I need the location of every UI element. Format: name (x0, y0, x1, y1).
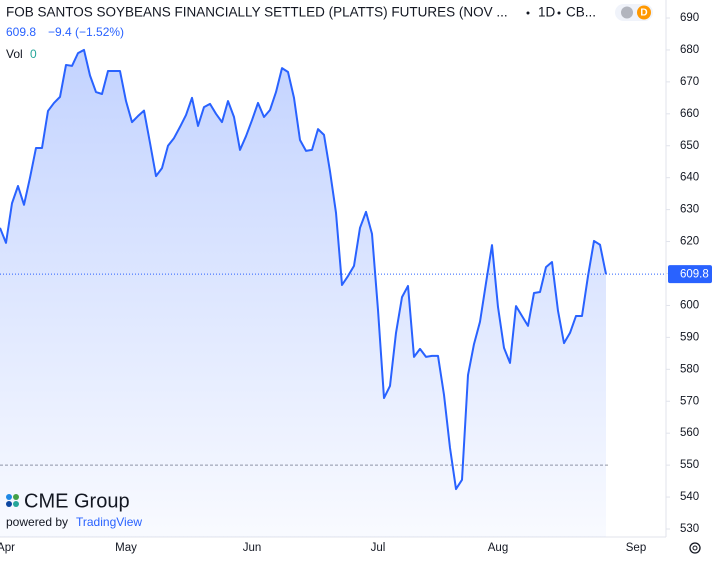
y-tick-label: 550 (680, 459, 699, 471)
settings-icon[interactable] (689, 542, 701, 554)
logo (6, 494, 19, 507)
y-tick-label: 570 (680, 395, 699, 407)
price-change: −9.4 (−1.52%) (48, 25, 124, 39)
separator (526, 11, 530, 15)
x-tick-label: Apr (0, 542, 15, 554)
last-price-label: 609.8 (680, 269, 709, 281)
plot: 5305405505605705805906006106206306406506… (0, 12, 712, 554)
y-tick-label: 580 (680, 363, 699, 375)
y-tick-label: 680 (680, 44, 699, 56)
x-tick-label: Aug (488, 542, 508, 554)
powered-by: powered by (6, 515, 68, 529)
x-tick-label: Sep (626, 542, 646, 554)
status-dot (621, 6, 633, 19)
overlay: FOB SANTOS SOYBEANS FINANCIALLY SETTLED … (6, 4, 701, 554)
last-price: 609.8 (6, 25, 36, 39)
y-tick-label: 600 (680, 299, 699, 311)
price-line (0, 48, 607, 491)
exchange: CB... (566, 5, 596, 20)
y-tick-label: 660 (680, 108, 699, 120)
brand: CME Group (24, 490, 130, 512)
separator (557, 11, 561, 15)
x-tick-label: Jul (371, 542, 386, 554)
y-tick-label: 630 (680, 204, 699, 216)
volume: 0 (30, 47, 37, 61)
y-tick-label: 670 (680, 76, 699, 88)
y-tick-label: 540 (680, 491, 699, 503)
interval: 1D (538, 5, 556, 20)
last-price-box (668, 265, 712, 284)
y-tick-label: 640 (680, 172, 699, 184)
y-tick-label: 560 (680, 427, 699, 439)
platform: TradingView (76, 515, 142, 529)
area-fill (0, 49, 606, 537)
y-tick-label: 620 (680, 236, 699, 248)
y-tick-label: 590 (680, 331, 699, 343)
volume-label: Vol (6, 47, 23, 61)
y-tick-label: 690 (680, 12, 699, 24)
badge: D (640, 8, 647, 19)
badge-bg (637, 5, 651, 20)
x-tick-label: Jun (243, 542, 262, 554)
x-tick-label: May (115, 542, 137, 554)
y-tick-label: 530 (680, 523, 699, 535)
y-tick-label: 650 (680, 140, 699, 152)
title: FOB SANTOS SOYBEANS FINANCIALLY SETTLED … (6, 5, 508, 20)
